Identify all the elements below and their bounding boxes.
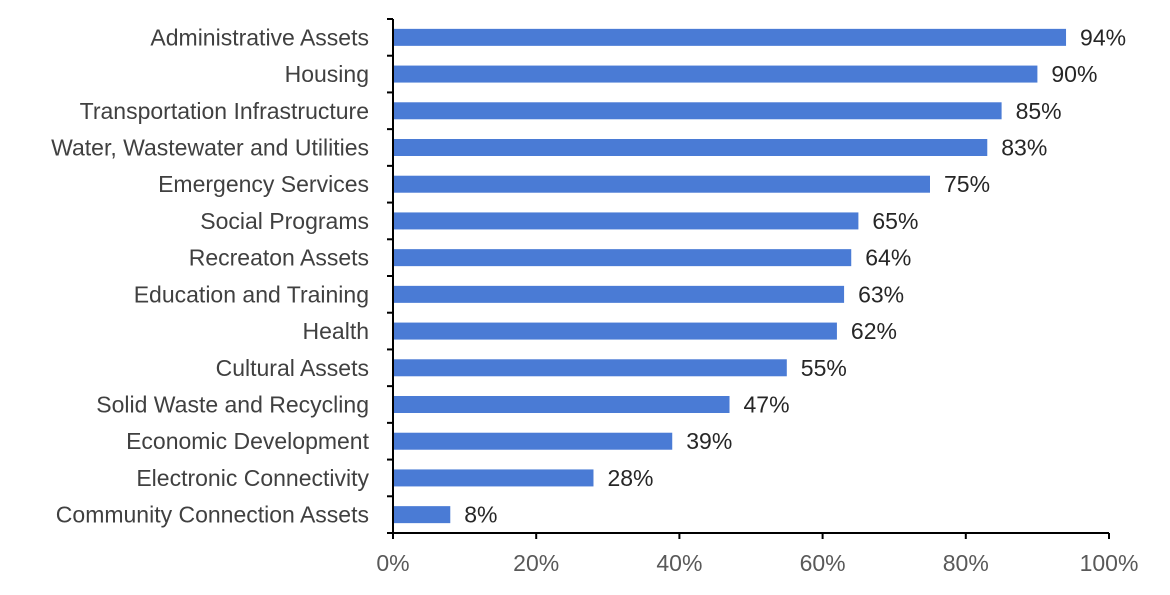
y-axis <box>387 18 394 534</box>
x-tick-label: 20% <box>513 550 559 576</box>
x-tick-label: 60% <box>800 550 846 576</box>
x-tick-label: 80% <box>943 550 989 576</box>
bar-14 <box>393 506 451 524</box>
value-label: 85% <box>1016 98 1062 124</box>
value-label: 75% <box>944 171 990 197</box>
x-tick-label: 40% <box>656 550 702 576</box>
value-label: 62% <box>851 318 897 344</box>
bar-4 <box>393 139 988 156</box>
value-label: 83% <box>1001 135 1047 161</box>
value-label: 65% <box>872 208 918 234</box>
category-label: Social Programs <box>200 208 369 234</box>
bar-2 <box>393 65 1038 83</box>
bar-6 <box>393 212 859 230</box>
bar-8 <box>393 285 845 303</box>
category-label: Cultural Assets <box>216 355 369 381</box>
category-label: Emergency Services <box>158 171 369 197</box>
bars-group <box>393 28 1067 524</box>
category-label: Community Connection Assets <box>56 502 369 528</box>
x-axis: 0% 20% 40% 60% 80% 100% <box>376 532 1139 576</box>
category-label: Electronic Connectivity <box>136 465 369 491</box>
x-tick-label: 0% <box>376 550 409 576</box>
value-label: 8% <box>464 502 497 528</box>
value-label: 64% <box>865 245 911 271</box>
bar-11 <box>393 396 730 413</box>
category-label: Water, Wastewater and Utilities <box>51 135 369 161</box>
bar-3 <box>393 102 1002 120</box>
value-label: 28% <box>607 465 653 491</box>
bar-7 <box>393 249 852 267</box>
category-label: Administrative Assets <box>150 24 369 50</box>
category-label: Housing <box>285 61 369 87</box>
category-label: Recreaton Assets <box>189 245 369 271</box>
bar-13 <box>393 469 594 487</box>
category-label: Transportation Infrastructure <box>80 98 369 124</box>
category-label: Solid Waste and Recycling <box>96 392 369 418</box>
category-label: Education and Training <box>134 281 369 307</box>
bar-5 <box>393 175 930 193</box>
bar-10 <box>393 359 787 377</box>
value-label: 55% <box>801 355 847 381</box>
value-label: 39% <box>686 428 732 454</box>
category-label: Economic Development <box>126 428 370 454</box>
value-label: 47% <box>744 392 790 418</box>
value-labels-group: 94% 90% 85% 83% 75% 65% 64% 63% 62%55% 47% 39% 28% 8… <box>464 24 1126 527</box>
value-label: 94% <box>1080 24 1126 50</box>
value-label: 63% <box>858 281 904 307</box>
category-label: Health <box>303 318 369 344</box>
bar-12 <box>393 432 673 450</box>
bar-1 <box>393 28 1067 46</box>
value-label: 90% <box>1051 61 1097 87</box>
x-tick-label: 100% <box>1080 550 1139 576</box>
bar-9 <box>393 322 837 340</box>
category-labels-group: Administrative Assets Housing Transportati… <box>51 24 369 527</box>
